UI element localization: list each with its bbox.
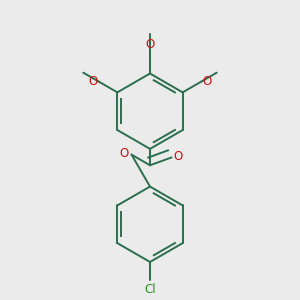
Text: O: O bbox=[173, 150, 183, 163]
Text: O: O bbox=[146, 38, 154, 51]
Text: O: O bbox=[120, 148, 129, 160]
Text: O: O bbox=[203, 75, 212, 88]
Text: Cl: Cl bbox=[144, 283, 156, 296]
Text: O: O bbox=[88, 75, 97, 88]
